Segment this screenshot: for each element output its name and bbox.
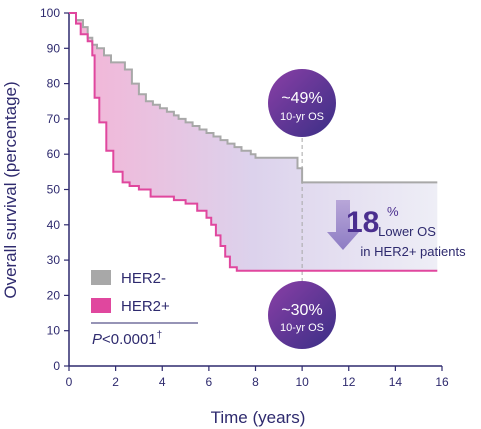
her2pos-os-label: 10-yr OS (280, 322, 324, 334)
her2pos-os-value: ~30% (281, 302, 322, 319)
legend-label-her2pos: HER2+ (121, 298, 170, 315)
y-tick-label: 10 (47, 324, 61, 338)
p-value: P<0.0001† (92, 330, 162, 348)
y-tick-label: 50 (47, 183, 61, 197)
y-tick-label: 0 (53, 359, 60, 373)
difference-value: 18 (346, 206, 379, 239)
her2pos-os-badge: ~30% 10-yr OS (268, 281, 336, 349)
x-tick-label: 8 (252, 375, 259, 389)
y-tick-label: 90 (47, 41, 61, 55)
x-tick-label: 10 (295, 375, 309, 389)
series-line-her2neg (69, 12, 438, 184)
x-tick-label: 16 (435, 375, 449, 389)
difference-line1: Lower OS (378, 224, 436, 239)
y-tick-label: 80 (47, 77, 61, 91)
her2neg-os-value: ~49% (281, 90, 322, 107)
legend-swatch-her2pos (91, 298, 111, 313)
y-tick-label: 40 (47, 218, 61, 232)
x-tick-label: 4 (159, 375, 166, 389)
y-tick-label: 30 (47, 253, 61, 267)
x-tick-label: 12 (342, 375, 356, 389)
x-tick-label: 0 (66, 375, 73, 389)
x-tick-label: 6 (206, 375, 213, 389)
y-tick-label: 70 (47, 112, 61, 126)
y-tick-label: 100 (40, 6, 60, 20)
difference-unit: % (387, 204, 399, 219)
x-axis-title: Time (years) (211, 408, 306, 427)
y-tick-label: 20 (47, 288, 61, 302)
her2neg-os-label: 10-yr OS (280, 111, 324, 123)
down-arrow-icon (327, 200, 359, 250)
y-tick-label: 60 (47, 147, 61, 161)
series-line-her2pos (69, 12, 438, 272)
y-ticks: 0 10 20 30 40 50 60 70 80 90 100 (40, 6, 69, 373)
her2neg-os-badge: ~49% 10-yr OS (268, 69, 336, 137)
difference-annotation: 18 % Lower OS in HER2+ patients (327, 200, 466, 259)
legend: HER2- HER2+ P<0.0001† (91, 270, 198, 348)
legend-swatch-her2neg (91, 270, 111, 285)
x-ticks: 0 2 4 6 8 10 12 14 16 (66, 366, 449, 389)
difference-line2: in HER2+ patients (360, 244, 466, 259)
y-axis-title: Overall survival (percentage) (1, 81, 20, 298)
x-tick-label: 2 (112, 375, 119, 389)
x-tick-label: 14 (389, 375, 403, 389)
legend-label-her2neg: HER2- (121, 270, 166, 287)
